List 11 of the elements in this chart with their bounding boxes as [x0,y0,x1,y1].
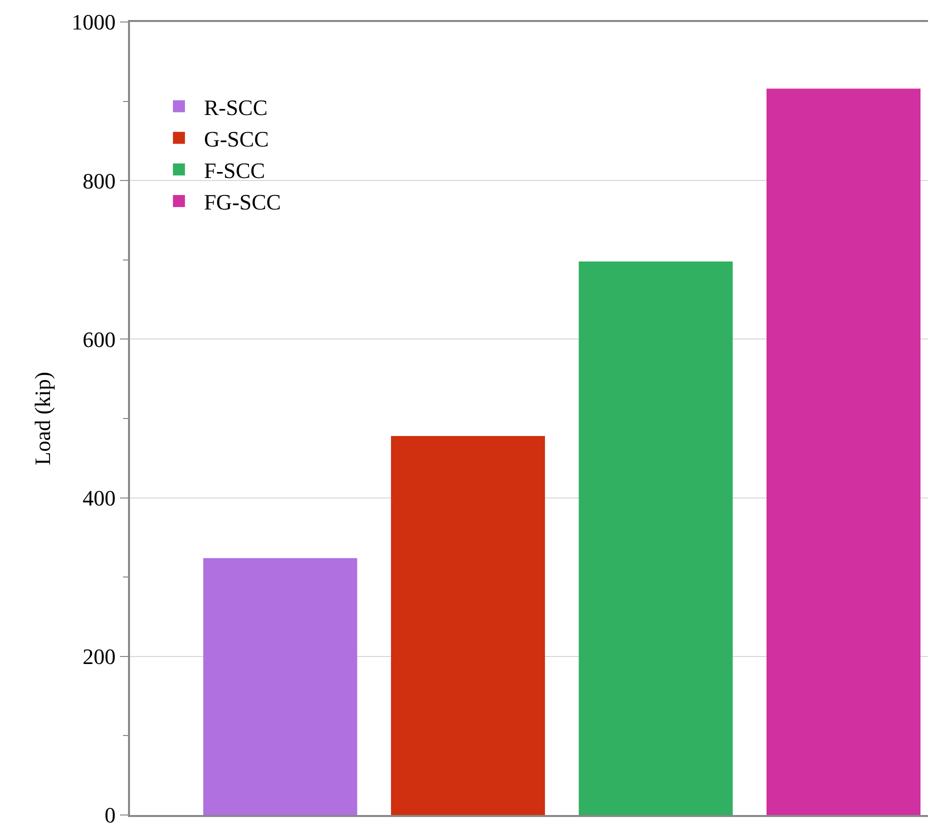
y-tick-label: 200 [82,644,116,670]
legend-label: G-SCC [204,126,269,152]
y-tick-label: 800 [82,168,116,194]
legend-label: FG-SCC [204,190,281,215]
y-axis-title: Load (kip) [30,372,55,466]
legend-label: R-SCC [204,94,268,120]
y-tick-label: 600 [82,326,116,352]
legend-label: F-SCC [204,158,266,184]
y-tick-label: 0 [104,802,116,828]
y-tick-label: 1000 [72,10,116,35]
y-tick-label: 400 [82,486,116,510]
